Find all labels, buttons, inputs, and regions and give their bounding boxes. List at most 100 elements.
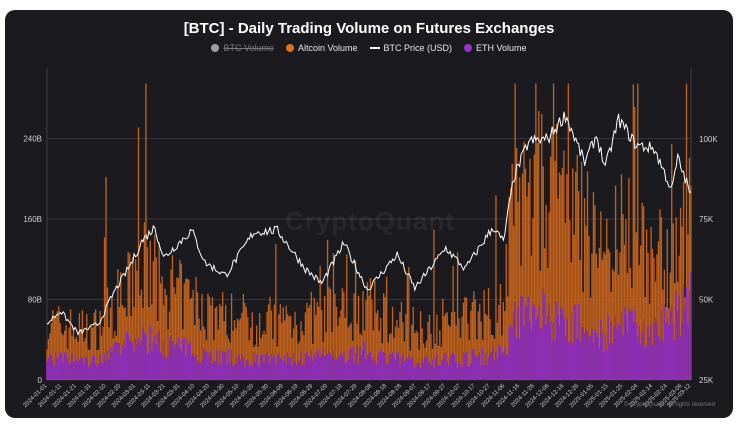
altcoin-volume-bar — [619, 252, 621, 380]
altcoin-volume-bar — [86, 314, 88, 380]
altcoin-volume-bar — [238, 320, 240, 380]
eth-volume-bar — [92, 355, 94, 380]
eth-volume-bar — [84, 356, 86, 380]
eth-volume-bar — [641, 331, 643, 380]
eth-volume-bar — [284, 355, 286, 380]
legend-item-btc-volume[interactable]: BTC Volume — [211, 43, 274, 53]
eth-volume-bar — [185, 355, 187, 380]
altcoin-volume-bar — [563, 150, 565, 380]
altcoin-volume-bar — [210, 305, 212, 380]
eth-volume-bar — [427, 362, 429, 380]
altcoin-volume-bar — [402, 322, 404, 380]
altcoin-volume-bar — [614, 185, 617, 380]
altcoin-volume-bar — [159, 283, 162, 380]
eth-volume-bar — [112, 344, 115, 380]
altcoin-volume-bar — [507, 296, 509, 380]
eth-volume-bar — [155, 344, 157, 380]
eth-volume-bar — [678, 295, 680, 380]
eth-volume-bar — [65, 353, 67, 380]
altcoin-volume-bar — [456, 252, 459, 380]
eth-volume-bar — [405, 358, 407, 380]
eth-volume-bar — [173, 348, 175, 380]
eth-volume-bar — [541, 327, 543, 380]
altcoin-volume-bar — [495, 195, 497, 380]
altcoin-volume-bar — [217, 329, 219, 380]
eth-volume-bar — [372, 356, 375, 380]
altcoin-volume-bar — [417, 332, 419, 380]
eth-volume-bar — [320, 353, 323, 380]
eth-volume-bar — [224, 351, 227, 380]
altcoin-volume-bar — [334, 293, 336, 380]
eth-volume-bar — [631, 310, 633, 380]
altcoin-volume-bar — [137, 127, 140, 381]
legend-item-btc-price-usd[interactable]: BTC Price (USD) — [369, 43, 452, 53]
eth-volume-bar — [195, 354, 197, 380]
eth-volume-bar — [511, 326, 513, 380]
eth-volume-bar — [273, 354, 276, 380]
eth-volume-bar — [588, 337, 590, 380]
eth-volume-bar — [575, 304, 577, 380]
altcoin-volume-bar — [164, 288, 166, 380]
altcoin-volume-bar — [419, 311, 422, 380]
eth-volume-bar — [560, 307, 562, 380]
altcoin-volume-bar — [92, 327, 94, 380]
eth-volume-bar — [625, 314, 627, 380]
altcoin-volume-bar — [650, 226, 652, 380]
eth-volume-bar — [645, 345, 648, 380]
legend-item-altcoin-volume[interactable]: Altcoin Volume — [285, 43, 358, 53]
eth-volume-bar — [56, 358, 58, 380]
eth-volume-bar — [544, 294, 546, 380]
altcoin-volume-bar — [56, 311, 58, 380]
altcoin-volume-bar — [136, 270, 138, 380]
altcoin-volume-bar — [578, 191, 580, 380]
altcoin-volume-bar — [154, 234, 156, 380]
altcoin-volume-bar — [189, 298, 191, 380]
eth-volume-bar — [133, 351, 135, 380]
altcoin-volume-bar — [422, 343, 425, 380]
altcoin-volume-bar — [552, 83, 555, 380]
eth-volume-bar — [59, 352, 61, 380]
eth-volume-bar — [393, 357, 395, 380]
eth-volume-bar — [493, 360, 496, 380]
altcoin-volume-bar — [245, 307, 247, 380]
altcoin-volume-bar — [69, 309, 72, 380]
altcoin-volume-bar — [535, 83, 537, 380]
eth-volume-bar — [668, 324, 670, 380]
altcoin-volume-bar — [594, 205, 596, 380]
eth-volume-bar — [140, 340, 143, 380]
altcoin-volume-bar — [536, 142, 538, 380]
eth-volume-bar — [671, 305, 673, 380]
altcoin-volume-bar — [251, 312, 253, 380]
eth-volume-bar — [136, 344, 138, 380]
eth-volume-bar — [368, 352, 370, 380]
altcoin-volume-bar — [489, 319, 491, 380]
eth-volume-bar — [640, 342, 642, 380]
legend-item-eth-volume[interactable]: ETH Volume — [464, 43, 527, 53]
eth-volume-bar — [263, 362, 265, 380]
altcoin-volume-bar — [455, 325, 457, 380]
eth-volume-bar — [89, 365, 91, 380]
altcoin-volume-bar — [548, 212, 550, 380]
altcoin-volume-bar — [96, 350, 98, 380]
altcoin-volume-bar — [341, 288, 344, 380]
eth-volume-bar — [80, 357, 82, 380]
eth-volume-bar — [337, 357, 339, 380]
altcoin-volume-bar — [653, 258, 655, 380]
eth-volume-bar — [690, 271, 692, 380]
eth-volume-bar — [244, 366, 246, 380]
eth-volume-bar — [241, 353, 243, 380]
y-right-tick-label: 50K — [699, 296, 714, 305]
altcoin-volume-bar — [78, 313, 81, 380]
altcoin-volume-bar — [108, 327, 110, 380]
eth-volume-bar — [383, 352, 385, 380]
eth-volume-bar — [300, 352, 302, 380]
eth-volume-bar — [216, 349, 218, 380]
eth-volume-bar — [496, 357, 499, 380]
altcoin-volume-bar — [337, 325, 339, 380]
altcoin-volume-bar — [638, 265, 640, 380]
eth-volume-bar — [50, 355, 53, 380]
eth-volume-bar — [292, 352, 295, 380]
eth-volume-bar — [384, 352, 386, 380]
altcoin-volume-bar — [306, 302, 308, 380]
altcoin-volume-bar — [642, 206, 645, 380]
